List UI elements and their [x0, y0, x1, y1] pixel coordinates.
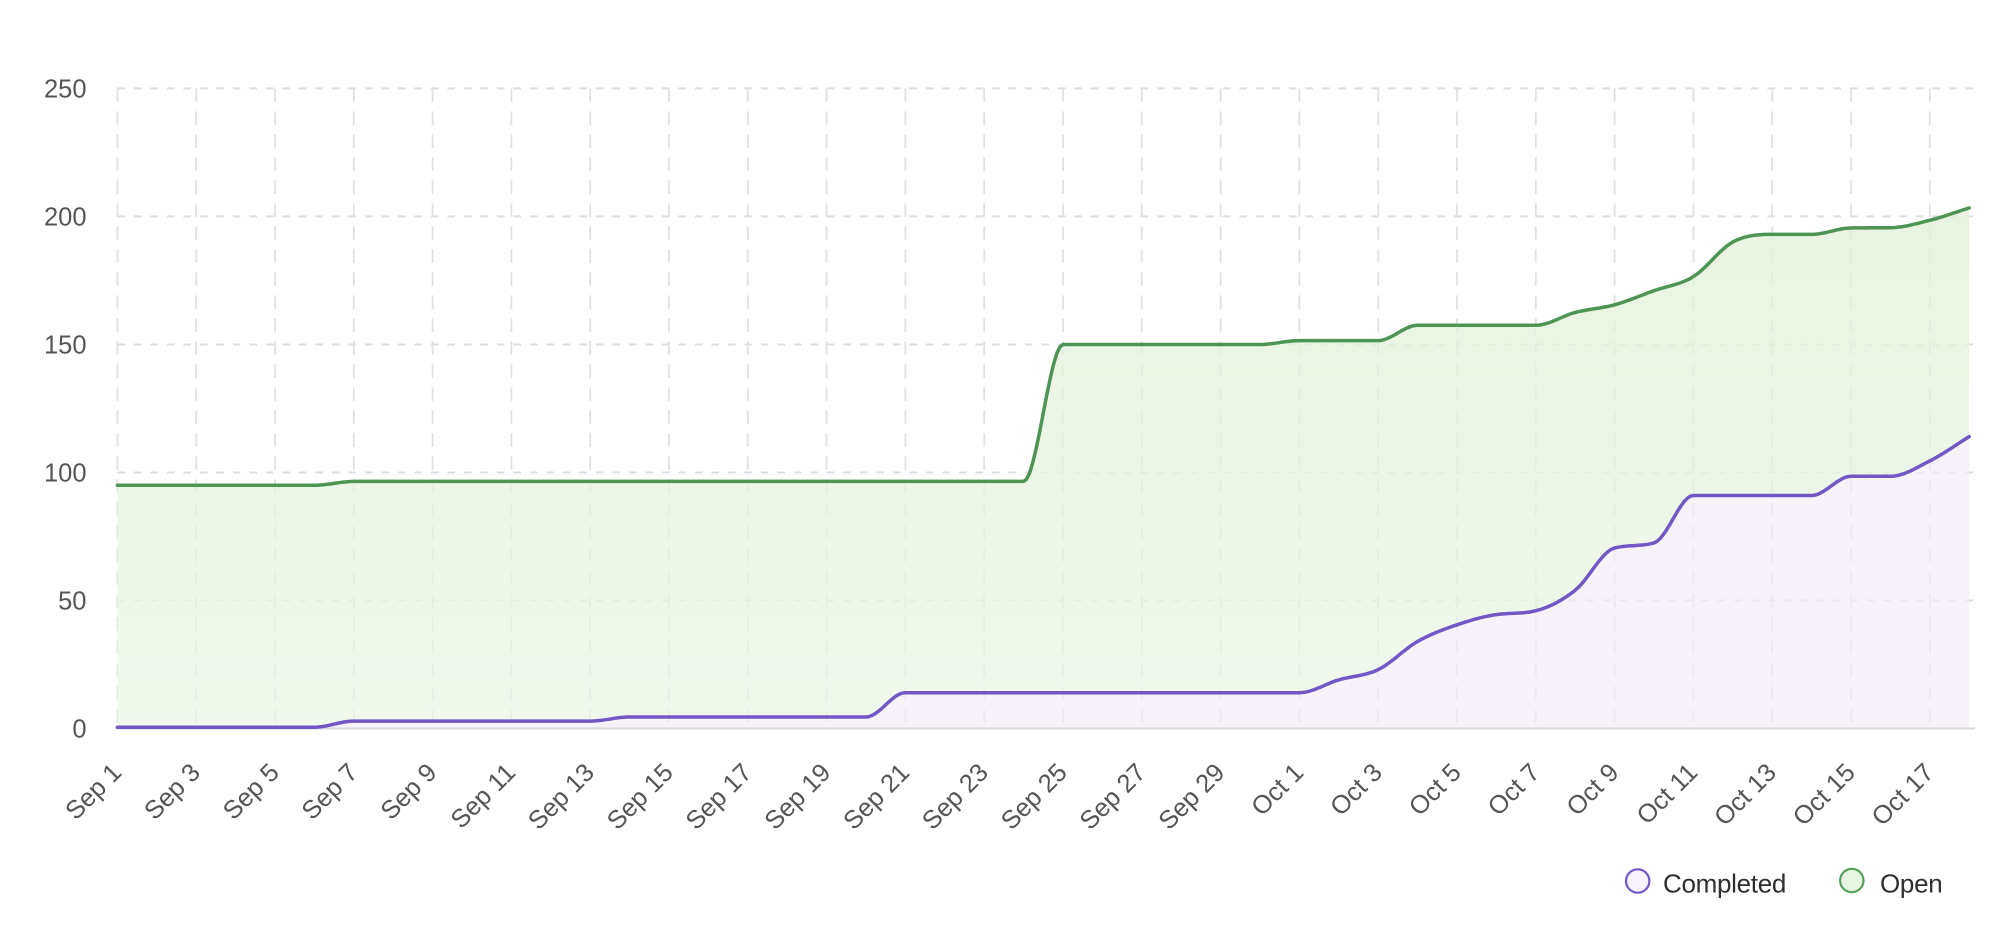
svg-text:200: 200 — [44, 203, 87, 231]
svg-text:0: 0 — [72, 716, 86, 744]
svg-text:250: 250 — [44, 75, 87, 103]
svg-text:Completed: Completed — [1663, 869, 1786, 899]
svg-text:Open: Open — [1880, 869, 1942, 899]
svg-text:100: 100 — [44, 460, 87, 488]
svg-text:50: 50 — [58, 588, 86, 616]
svg-text:150: 150 — [44, 332, 87, 360]
